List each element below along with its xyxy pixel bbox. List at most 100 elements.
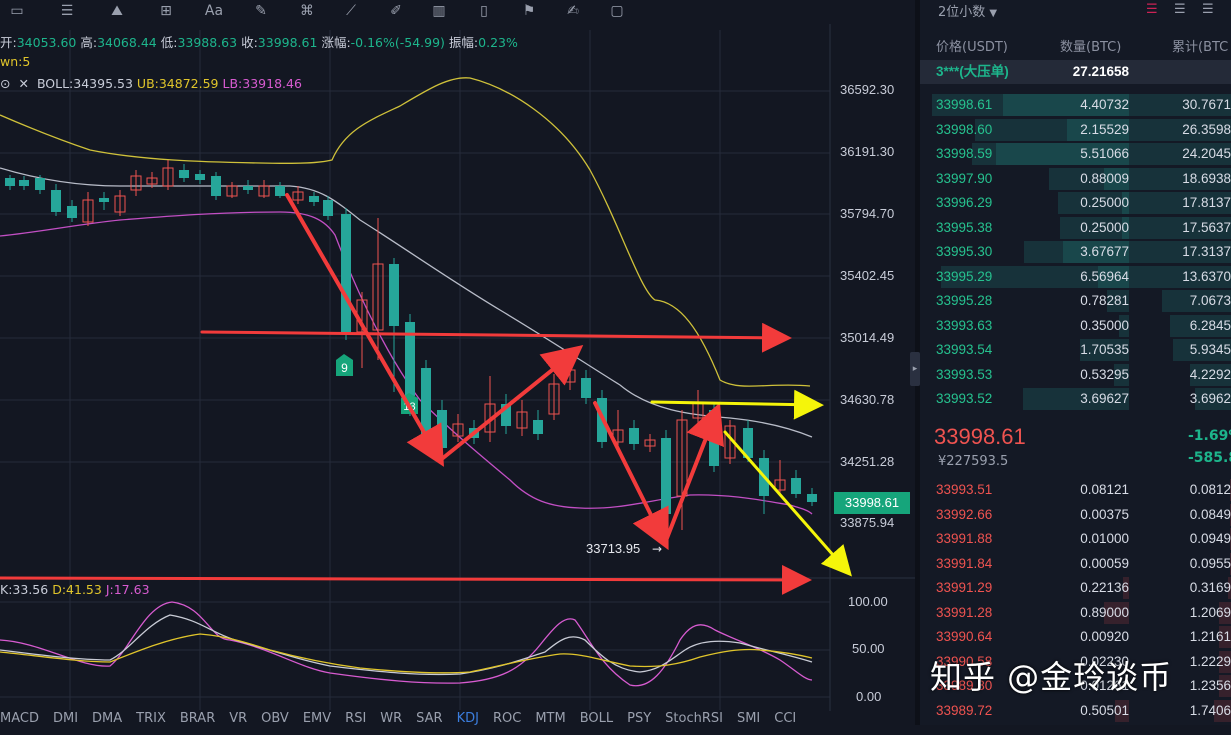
bids-only-icon[interactable]: ☰ <box>1174 2 1186 17</box>
low-arrow-icon: → <box>652 542 662 556</box>
box-icon[interactable]: ▯ <box>480 3 488 19</box>
asks-only-icon[interactable]: ☰ <box>1202 2 1214 17</box>
y-tick: 33875.94 <box>840 515 895 530</box>
indicator-tab-brar[interactable]: BRAR <box>179 711 216 725</box>
ask-row[interactable]: 33993.54 1.70535 5.9345 <box>920 338 1231 362</box>
precision-select[interactable]: 2位小数 ▼ <box>938 1 997 20</box>
bid-qty: 0.02230 <box>1080 653 1129 669</box>
ask-row[interactable]: 33995.28 0.78281 7.0673 <box>920 289 1231 313</box>
bid-total: 0.0955 <box>1189 555 1231 571</box>
candlestick-chart[interactable]: 9 13 33713.95 → <box>0 24 915 735</box>
indicator-tab-obv[interactable]: OBV <box>261 711 289 725</box>
bookmark-icon[interactable]: ⚑ <box>522 3 536 19</box>
ask-row[interactable]: 33993.52 3.69627 3.6962 <box>920 387 1231 411</box>
ask-price: 33995.29 <box>936 268 993 284</box>
ask-price: 33997.90 <box>936 170 993 186</box>
eye-icon[interactable]: ⊙ <box>0 76 11 91</box>
indicator-tab-smi[interactable]: SMI <box>736 711 761 725</box>
lines-icon[interactable]: ☰ <box>60 3 74 19</box>
pattern-icon[interactable]: ⌘ <box>300 3 314 19</box>
ask-qty-bar <box>1121 192 1129 214</box>
close-icon[interactable]: ✕ <box>18 76 29 91</box>
both-side-icon[interactable]: ☰ <box>1146 2 1158 17</box>
ask-qty: 0.25000 <box>1080 219 1129 235</box>
ask-total: 5.9345 <box>1189 342 1231 357</box>
close-label: 收: <box>241 35 258 50</box>
kdj-j-line <box>0 601 813 687</box>
bid-row[interactable]: 33991.28 0.89000 1.2069 <box>920 601 1231 625</box>
ask-row[interactable]: 33996.29 0.25000 17.8137 <box>920 191 1231 215</box>
pen-icon[interactable]: ✐ <box>390 3 402 19</box>
ask-qty-bar <box>1103 167 1129 190</box>
candle-body <box>661 438 671 514</box>
indicator-tab-stochrsi[interactable]: StochRSI <box>665 711 723 725</box>
rect-icon[interactable]: ▭ <box>10 3 24 19</box>
brush-icon[interactable]: ✎ <box>255 3 267 19</box>
indicator-tab-cci[interactable]: CCI <box>774 711 797 725</box>
ask-qty: 3.67677 <box>1080 244 1129 259</box>
candle-body <box>114 195 126 213</box>
indicator-tab-sar[interactable]: SAR <box>416 711 443 725</box>
bid-row[interactable]: 33991.84 0.00059 0.0955 <box>920 552 1231 576</box>
vol-line: wn:5 <box>0 54 31 69</box>
bid-row[interactable]: 33990.64 0.00920 1.2161 <box>920 625 1231 649</box>
ask-row[interactable]: 33993.53 0.53295 4.2292 <box>920 363 1231 387</box>
bid-row[interactable]: 33993.51 0.08121 0.0812 <box>920 478 1231 502</box>
edit-icon[interactable]: ✍ <box>567 3 579 19</box>
ask-row[interactable]: 33995.29 6.56964 13.6370 <box>920 265 1231 289</box>
indicator-tab-psy[interactable]: PSY <box>627 711 652 725</box>
ask-depth-bar <box>1162 290 1231 312</box>
indicator-tab-kdj[interactable]: KDJ <box>456 711 479 725</box>
y-tick: 36191.30 <box>840 144 895 159</box>
k-value: 33.56 <box>12 582 49 597</box>
kdj-lines <box>0 601 813 687</box>
ask-row[interactable]: 33998.61 4.40732 30.7671 <box>920 93 1231 117</box>
indicator-tab-boll[interactable]: BOLL <box>579 711 614 725</box>
text-tool[interactable]: Aa <box>204 3 224 19</box>
candle-body <box>35 178 45 190</box>
bid-row[interactable]: 33989.80 0.01261 1.2356 <box>920 674 1231 698</box>
indicator-tab-macd[interactable]: MACD <box>0 711 39 725</box>
bid-row[interactable]: 33989.72 0.50501 1.7406 <box>920 699 1231 723</box>
bars-icon[interactable]: ▥ <box>432 3 446 19</box>
image-icon[interactable]: ⛰ <box>111 3 123 19</box>
indicator-tab-roc[interactable]: ROC <box>492 711 522 725</box>
ruler-icon[interactable]: ⟋ <box>346 3 356 19</box>
bid-qty: 0.01000 <box>1080 531 1129 546</box>
candle-body <box>629 428 639 444</box>
indicator-tab-wr[interactable]: WR <box>380 711 403 725</box>
bid-row[interactable]: 33990.58 0.02230 1.2229 <box>920 650 1231 674</box>
td-marker-9: 9 <box>336 354 353 376</box>
current-price-tag: 33998.61 <box>834 492 910 514</box>
bid-price: 33991.84 <box>936 555 993 571</box>
grid-icon[interactable]: ⊞ <box>160 3 172 19</box>
trash-icon[interactable]: ▢ <box>610 3 624 19</box>
ask-row[interactable]: 33998.60 2.15529 26.3598 <box>920 118 1231 142</box>
user-drawings[interactable] <box>0 193 852 595</box>
ask-row[interactable]: 33993.63 0.35000 6.2845 <box>920 314 1231 338</box>
bid-row[interactable]: 33991.88 0.01000 0.0949 <box>920 527 1231 551</box>
high-value: 34068.44 <box>97 35 157 50</box>
bid-row[interactable]: 33991.29 0.22136 0.3169 <box>920 576 1231 600</box>
indicator-tab-rsi[interactable]: RSI <box>345 711 367 725</box>
candle-body <box>516 411 528 429</box>
ask-row[interactable]: 33995.30 3.67677 17.3137 <box>920 240 1231 264</box>
bid-total: 1.7406 <box>1189 702 1231 718</box>
ask-row[interactable]: 33998.59 5.51066 24.2045 <box>920 142 1231 166</box>
indicator-tab-dma[interactable]: DMA <box>92 711 123 725</box>
ask-price: 33993.53 <box>936 366 993 382</box>
ask-row[interactable]: 33997.90 0.88009 18.6938 <box>920 167 1231 191</box>
lb-value: 33918.46 <box>242 76 302 91</box>
large-order-row[interactable]: 3***(大压单) 27.21658 <box>920 60 1231 84</box>
bid-qty-bar <box>1103 601 1129 624</box>
collapse-handle[interactable]: ▸ <box>910 352 920 386</box>
indicator-tabs: MACD DMI DMA TRIX BRAR VR OBV EMV RSI WR SAR KDJ ROC… <box>0 711 915 725</box>
indicator-tab-vr[interactable]: VR <box>229 711 248 725</box>
candle-body <box>5 178 15 186</box>
ask-row[interactable]: 33995.38 0.25000 17.5637 <box>920 216 1231 240</box>
indicator-tab-trix[interactable]: TRIX <box>136 711 166 725</box>
indicator-tab-dmi[interactable]: DMI <box>52 711 79 725</box>
bid-row[interactable]: 33992.66 0.00375 0.0849 <box>920 503 1231 527</box>
indicator-tab-mtm[interactable]: MTM <box>535 711 566 725</box>
indicator-tab-emv[interactable]: EMV <box>302 711 332 725</box>
